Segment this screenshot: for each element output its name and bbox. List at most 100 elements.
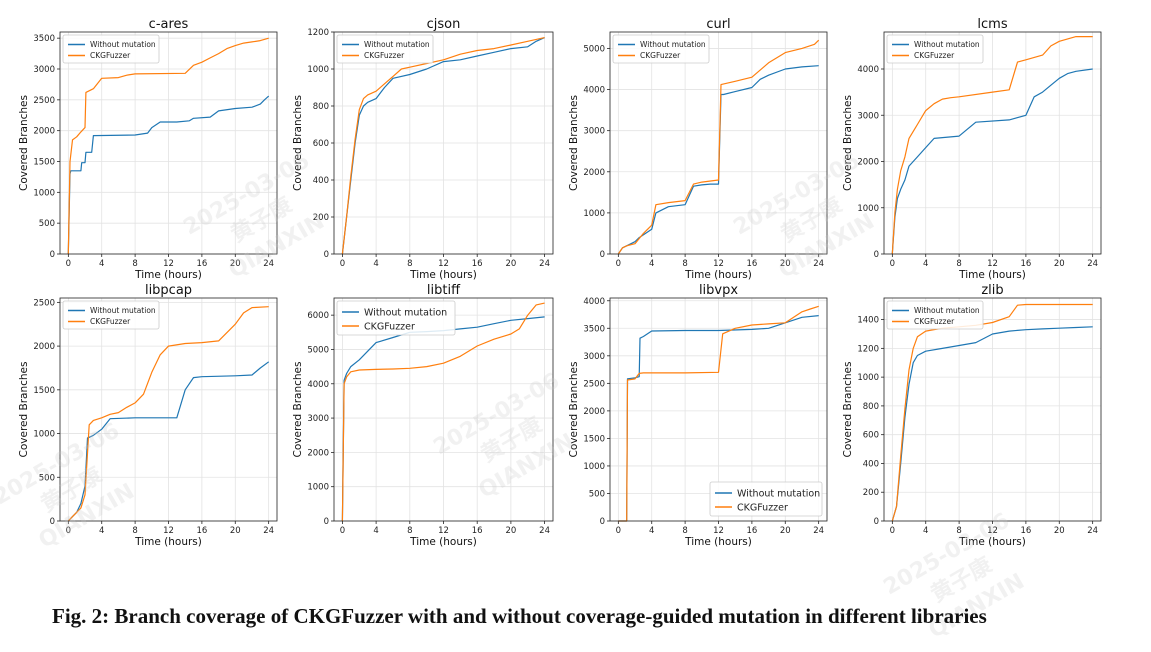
x-tick-label: 0 (890, 526, 895, 536)
legend-label: Without mutation (737, 488, 820, 499)
x-tick-label: 4 (373, 259, 378, 269)
y-tick-label: 200 (863, 488, 879, 498)
series-line-ckgfuzzer (618, 305, 819, 522)
chart-panel-libtiff: 0 4 8 12 16 20 24 0 1000 2000 3000 4000 5000 6000 libt… (292, 283, 554, 548)
x-tick-label: 4 (99, 259, 104, 269)
x-tick-label: 24 (539, 526, 550, 536)
x-tick-label: 20 (230, 526, 241, 536)
x-tick-label: 16 (746, 526, 757, 536)
x-tick-label: 24 (813, 526, 824, 536)
y-tick-label: 3000 (33, 65, 55, 75)
y-tick-label: 5000 (307, 345, 329, 355)
x-axis-label: Time (hours) (409, 536, 477, 548)
y-tick-label: 4000 (583, 86, 605, 96)
x-tick-label: 8 (682, 259, 687, 269)
x-tick-label: 4 (373, 526, 378, 536)
legend-box (336, 34, 434, 64)
y-axis-label: Covered Branches (568, 362, 580, 458)
x-tick-label: 8 (132, 259, 137, 269)
legend-box (886, 34, 984, 64)
chart-title: libpcap (145, 283, 192, 298)
y-tick-label: 1000 (583, 209, 605, 219)
y-tick-label: 0 (50, 250, 55, 260)
x-axis-label: Time (hours) (958, 269, 1026, 281)
series-line-ckgfuzzer (891, 36, 1093, 255)
x-tick-label: 0 (66, 526, 71, 536)
x-tick-label: 24 (263, 259, 274, 269)
legend-label: Without mutation (90, 40, 156, 49)
x-tick-label: 24 (263, 526, 274, 536)
y-tick-label: 2000 (307, 448, 329, 458)
chart-title: cjson (427, 17, 461, 32)
plot-frame (883, 31, 1102, 255)
series-line-without-mutation (67, 361, 270, 522)
x-tick-label: 8 (407, 526, 412, 536)
y-tick-label: 3000 (583, 127, 605, 137)
legend: Without mutation CKGFuzzer (62, 34, 160, 64)
x-tick-label: 4 (99, 526, 104, 536)
y-tick-label: 2000 (583, 168, 605, 178)
legend: Without mutation CKGFuzzer (886, 300, 984, 330)
y-tick-label: 2500 (33, 96, 55, 106)
x-tick-label: 0 (340, 259, 345, 269)
x-tick-label: 16 (746, 259, 757, 269)
y-axis-label: Covered Branches (842, 95, 854, 191)
x-tick-label: 12 (713, 259, 724, 269)
plot-frame (333, 297, 554, 522)
legend-box (886, 300, 984, 330)
y-tick-label: 1000 (583, 462, 605, 472)
y-tick-label: 1200 (307, 28, 329, 38)
x-tick-label: 16 (196, 526, 207, 536)
x-tick-label: 20 (230, 259, 241, 269)
y-tick-label: 0 (874, 250, 879, 260)
x-tick-label: 8 (682, 526, 687, 536)
series-line-ckgfuzzer (67, 306, 269, 522)
chart-title: libvpx (699, 283, 738, 298)
x-tick-label: 16 (472, 526, 483, 536)
x-tick-label: 12 (438, 259, 449, 269)
series-line-without-mutation (891, 68, 1093, 255)
chart-panel-libpcap: 0 4 8 12 16 20 24 0 500 1000 1500 2000 2500 libpcap Ti… (18, 283, 278, 548)
legend-label: Without mutation (364, 307, 447, 318)
y-tick-label: 500 (589, 489, 605, 499)
y-tick-label: 0 (50, 517, 55, 527)
y-axis-label: Covered Branches (842, 362, 854, 458)
legend-label: CKGFuzzer (914, 51, 955, 60)
y-tick-label: 3000 (307, 414, 329, 424)
x-tick-label: 24 (1087, 526, 1098, 536)
y-tick-label: 1500 (583, 434, 605, 444)
y-tick-label: 3000 (857, 111, 879, 121)
legend-box (709, 481, 823, 517)
x-tick-label: 12 (987, 526, 998, 536)
y-tick-label: 1000 (33, 430, 55, 440)
x-axis-label: Time (hours) (409, 269, 477, 281)
legend: Without mutation CKGFuzzer (886, 34, 984, 64)
y-tick-label: 6000 (307, 311, 329, 321)
y-tick-label: 0 (874, 517, 879, 527)
x-tick-label: 16 (472, 259, 483, 269)
y-tick-label: 4000 (583, 297, 605, 307)
legend-label: CKGFuzzer (364, 51, 405, 60)
x-tick-label: 0 (66, 259, 71, 269)
x-tick-label: 16 (1020, 259, 1031, 269)
y-tick-label: 1000 (307, 65, 329, 75)
x-tick-label: 24 (1087, 259, 1098, 269)
chart-panel-curl: 0 4 8 12 16 20 24 0 1000 2000 3000 4000 5000 curl Time… (568, 17, 828, 281)
plot-frame (59, 31, 278, 255)
plot-frame (609, 31, 828, 255)
y-tick-label: 0 (324, 250, 329, 260)
x-axis-label: Time (hours) (958, 536, 1026, 548)
y-tick-label: 2000 (583, 407, 605, 417)
y-tick-label: 2500 (33, 298, 55, 308)
x-axis-label: Time (hours) (134, 269, 202, 281)
legend-label: CKGFuzzer (914, 317, 955, 326)
y-tick-label: 5000 (583, 44, 605, 54)
y-tick-label: 800 (863, 402, 879, 412)
legend-label: Without mutation (914, 40, 980, 49)
chart-panel-cjson: 0 4 8 12 16 20 24 0 200 400 600 800 1000 1200 cjson Tim… (292, 17, 554, 281)
y-tick-label: 0 (600, 250, 605, 260)
y-tick-label: 4000 (307, 380, 329, 390)
series-line-ckgfuzzer (341, 302, 545, 522)
x-tick-label: 20 (780, 526, 791, 536)
chart-panel-libvpx: 0 4 8 12 16 20 24 0 500 1000 1500 2000 2500 3000 3500 4… (568, 283, 828, 548)
